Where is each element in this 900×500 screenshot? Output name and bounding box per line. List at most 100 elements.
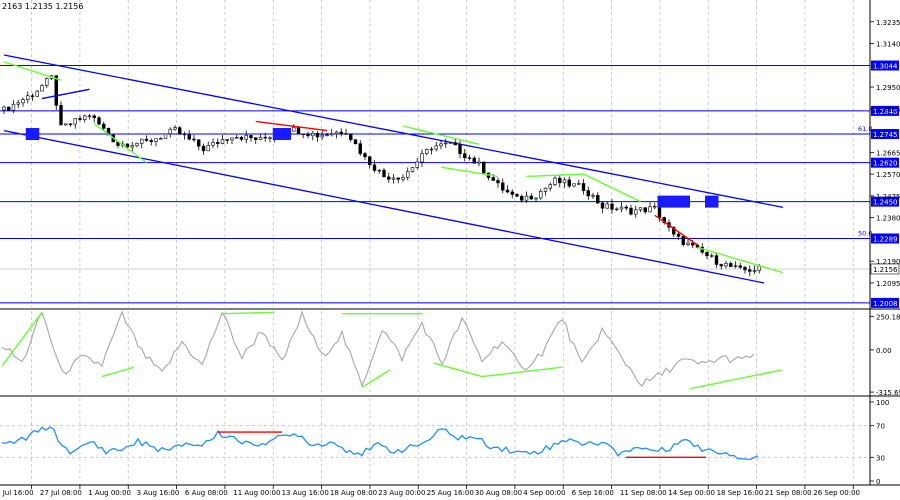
price-tick-label: 1.2190 (876, 258, 900, 266)
candle-body (710, 255, 714, 257)
candle-body (35, 90, 39, 97)
divergence-line (3, 61, 62, 81)
x-tick-label: 13 Aug 16:00 (282, 489, 329, 497)
x-tick-label: 6 Aug 08:00 (185, 489, 228, 497)
candle-body (59, 105, 63, 126)
level-price-tag (871, 233, 899, 244)
rsi-tick-label: 30 (876, 454, 885, 462)
divergence-line (93, 123, 147, 164)
candle-body (496, 180, 500, 184)
candle-body (691, 242, 695, 246)
level-price-tag (871, 196, 899, 207)
candle-body (714, 255, 719, 265)
candle-body (263, 136, 267, 139)
price-tick-label: 1.2380 (876, 215, 900, 223)
candle-body (724, 263, 728, 267)
candle-body (159, 138, 163, 140)
candle-body (482, 161, 486, 174)
candle-body (68, 123, 73, 125)
x-tick-label: 11 Sep 08:00 (620, 489, 667, 497)
candle-body (429, 148, 434, 151)
zone-rect (657, 195, 690, 208)
candle-body (26, 95, 30, 100)
candle-body (733, 265, 738, 267)
candle-body (334, 131, 339, 135)
level-price-label: 1.2846 (873, 108, 898, 116)
candle-body (353, 139, 358, 144)
candle-body (520, 195, 524, 201)
cci-panel (1, 309, 783, 390)
x-tick-label: 1 Aug 00:00 (88, 489, 131, 497)
candle-body (154, 138, 158, 142)
candle-body (216, 142, 220, 144)
fib-level-label: 61.8 (858, 125, 872, 133)
candle-body (73, 118, 77, 125)
zone-rect (25, 128, 40, 141)
candle-body (363, 153, 367, 158)
x-tick-label: 11 Aug 00:00 (233, 489, 280, 497)
level-price-tag (871, 297, 899, 308)
cci-divergence-line (101, 366, 135, 378)
candle-body (748, 269, 752, 272)
divergence-line (583, 173, 641, 203)
level-price-tag (871, 157, 899, 168)
candle-body (292, 127, 296, 132)
candle-body (695, 244, 700, 248)
candle-body (249, 135, 253, 139)
candle-body (377, 169, 381, 172)
level-price-label: 1.2289 (873, 235, 898, 243)
candle-body (45, 78, 49, 86)
candle-body (11, 103, 16, 111)
candle-body (192, 138, 196, 141)
price-tick-label: 1.2475 (876, 193, 900, 201)
rsi-line (1, 426, 759, 461)
cci-tick-label: 250.1868 (876, 313, 900, 321)
candle-body (396, 177, 400, 180)
candle-body (463, 153, 467, 158)
candle-body (448, 142, 453, 144)
candle-body (301, 133, 305, 136)
candle-body (144, 138, 149, 141)
candle-body (615, 208, 619, 211)
candle-body (553, 177, 557, 185)
candle-body (30, 95, 35, 97)
candle-body (163, 133, 168, 139)
cci-divergence-line (1, 311, 43, 367)
candle-body (83, 115, 87, 120)
x-tick-label: 23 Aug 00:00 (378, 489, 425, 497)
candle-body (743, 266, 747, 271)
price-tick-label: 1.2095 (876, 280, 900, 288)
candle-body (681, 236, 685, 245)
candle-body (648, 206, 652, 213)
candle-body (358, 143, 362, 154)
candle-body (425, 149, 429, 154)
x-tick-label: 27 Jul 08:00 (40, 489, 82, 497)
x-tick-label: 14 Sep 00:00 (668, 489, 715, 497)
grid (0, 0, 870, 483)
candle-body (315, 133, 320, 138)
candle-body (40, 85, 44, 92)
level-price-label: 1.2008 (873, 300, 898, 308)
candle-body (653, 205, 657, 208)
cci-tick-label: -315.698 (876, 389, 900, 397)
candle-body (344, 133, 348, 135)
x-tick-label: 6 Sep 16:00 (572, 489, 614, 497)
candle-body (643, 207, 647, 213)
price-tick-label: 1.2950 (876, 84, 900, 92)
candle-body (719, 264, 723, 267)
level-price-label: 1.3044 (873, 63, 898, 71)
candle-body (610, 203, 614, 210)
candle-body (168, 128, 172, 135)
candle-body (135, 143, 139, 146)
candle-body (501, 182, 505, 191)
rsi-tick-label: 70 (876, 423, 885, 431)
candle-body (415, 161, 419, 168)
candle-body (676, 233, 681, 237)
candle-body (567, 179, 571, 187)
price-tick-label: 1.3140 (876, 41, 900, 49)
x-tick-label: 4 Sep 00:00 (523, 489, 565, 497)
candle-body (596, 195, 600, 204)
rsi-tick-label: 0 (876, 478, 880, 486)
level-price-tag (871, 105, 899, 116)
